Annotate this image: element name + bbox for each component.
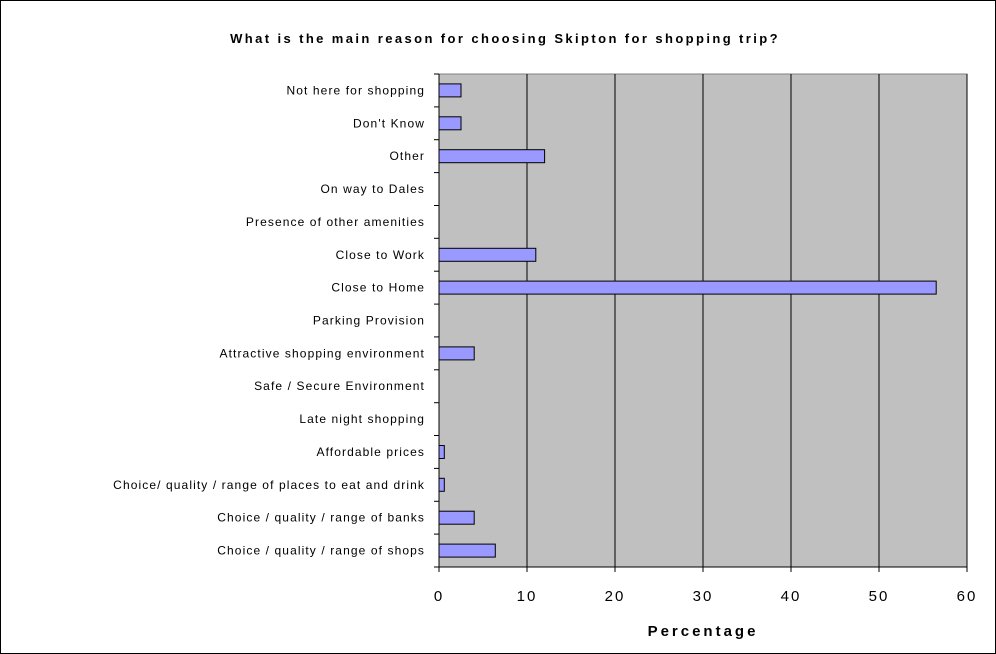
category-label: Choice/ quality / range of places to eat… (113, 478, 425, 492)
category-label: Choice / quality / range of shops (217, 544, 425, 558)
axes (434, 73, 968, 572)
bar (438, 543, 496, 558)
bar (438, 116, 462, 131)
bar (438, 247, 537, 262)
category-labels: Not here for shopping Don't Know Other On w… (113, 83, 425, 558)
category-label: Attractive shopping environment (219, 346, 425, 360)
category-label: Don't Know (353, 116, 425, 130)
bar (438, 280, 937, 295)
category-label: Presence of other amenities (246, 215, 425, 229)
x-tick-labels: 0 10 20 30 40 50 60 (434, 588, 978, 605)
category-label: Choice / quality / range of banks (217, 511, 425, 525)
bar (438, 83, 462, 98)
x-tick-label: 60 (957, 588, 978, 605)
bars (438, 83, 937, 558)
bar (438, 445, 445, 459)
chart-title: What is the main reason for choosing Ski… (230, 31, 780, 46)
category-label: On way to Dales (320, 182, 425, 196)
x-tick-label: 30 (693, 588, 714, 605)
category-label: Parking Provision (313, 314, 425, 328)
x-axis-label: Percentage (648, 623, 759, 640)
bar (438, 510, 475, 525)
category-label: Close to Work (336, 248, 425, 262)
category-label: Late night shopping (299, 412, 425, 426)
x-tick-label: 50 (869, 588, 890, 605)
category-label: Not here for shopping (286, 83, 425, 97)
category-label: Close to Home (331, 281, 425, 295)
category-label: Other (389, 149, 425, 163)
bar (438, 346, 475, 361)
category-label: Safe / Secure Environment (254, 379, 425, 393)
bar (438, 149, 546, 164)
x-tick-label: 40 (781, 588, 802, 605)
x-tick-label: 10 (517, 588, 538, 605)
x-tick-label: 0 (434, 588, 444, 605)
bar (438, 477, 445, 492)
category-label: Affordable prices (316, 445, 425, 459)
x-tick-label: 20 (605, 588, 626, 605)
